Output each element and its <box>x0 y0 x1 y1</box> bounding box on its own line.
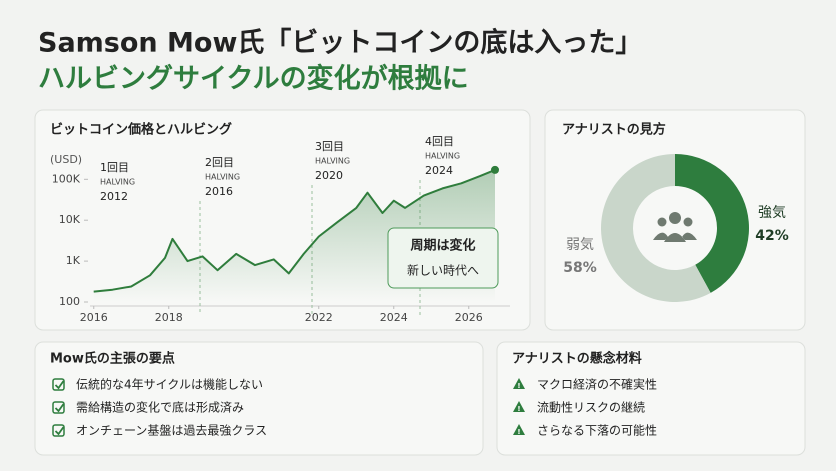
annotation-event: HALVING <box>425 152 460 161</box>
panel-title: Mow氏の主張の要点 <box>50 351 175 367</box>
annotation-event: HALVING <box>100 178 135 187</box>
annotation-year: 2024 <box>425 164 453 177</box>
y-tick-label: 1K <box>66 254 81 267</box>
check-icon <box>52 378 65 391</box>
check-icon <box>52 401 65 414</box>
chart-title: ビットコイン価格とハルビング <box>50 122 232 138</box>
panel-title: アナリストの懸念材料 <box>512 351 642 367</box>
annotation-event: HALVING <box>315 157 350 166</box>
warning-mark: ! <box>517 382 520 390</box>
annotation-year: 2012 <box>100 190 128 203</box>
annotation-label: 2回目 <box>205 156 234 169</box>
icon <box>657 217 667 227</box>
x-tick-label: 2024 <box>380 311 408 324</box>
x-tick-label: 2018 <box>155 311 183 324</box>
list-item: マクロ経済の不確実性 <box>537 377 657 392</box>
annotation-event: HALVING <box>205 173 240 182</box>
end-dot <box>491 165 499 174</box>
annotation-label: 4回目 <box>425 135 454 148</box>
x-tick-label: 2016 <box>80 311 108 324</box>
price-line <box>93 168 496 293</box>
pie-value-label: 58% <box>563 260 597 276</box>
warning-mark: ! <box>517 405 520 413</box>
warning-mark: ! <box>517 428 520 436</box>
pie-slice <box>675 154 749 293</box>
callout-text: 新しい時代へ <box>407 263 479 278</box>
y-unit: (USD) <box>50 153 82 166</box>
annotation-year: 2020 <box>315 169 343 182</box>
callout-text: 周期は変化 <box>410 238 475 254</box>
subtitle: ハルビングサイクルの変化が根拠に <box>38 63 469 95</box>
pie-slice <box>601 154 711 302</box>
annotation-year: 2016 <box>205 185 233 198</box>
callout-box <box>387 227 499 289</box>
title: Samson Mow氏「ビットコインの底は入った」 <box>38 27 642 59</box>
concerns-panel <box>496 341 806 456</box>
pie-value-label: 42% <box>755 228 789 244</box>
check-mark <box>54 403 65 413</box>
annotation-label: 1回目 <box>100 161 129 174</box>
icon <box>683 217 693 227</box>
y-tick-label: 100K <box>52 172 81 185</box>
list-item: 需給構造の変化で底は形成済み <box>76 400 244 415</box>
pie-category: 弱気 <box>566 237 594 253</box>
points-panel <box>34 341 484 456</box>
check-icon <box>52 424 65 437</box>
list-item: 伝統的な4年サイクルは機能しない <box>76 377 263 392</box>
warning-icon <box>513 424 525 435</box>
x-tick-label: 2022 <box>305 311 333 324</box>
annotation-label: 3回目 <box>315 140 344 153</box>
warning-icon <box>513 378 525 389</box>
pie-category: 強気 <box>758 205 786 221</box>
icon <box>669 212 681 224</box>
check-mark <box>54 426 65 436</box>
warning-icon <box>513 401 525 412</box>
list-item: さらなる下落の可能性 <box>537 424 657 438</box>
icon <box>653 232 697 242</box>
chart-title: アナリストの見方 <box>562 122 666 138</box>
y-tick-label: 100 <box>59 295 80 308</box>
y-tick-label: 10K <box>59 213 81 226</box>
x-tick-label: 2026 <box>455 311 483 324</box>
check-mark <box>54 380 65 390</box>
list-item: 流動性リスクの継続 <box>537 400 645 415</box>
list-item: オンチェーン基盤は過去最強クラス <box>76 424 267 438</box>
